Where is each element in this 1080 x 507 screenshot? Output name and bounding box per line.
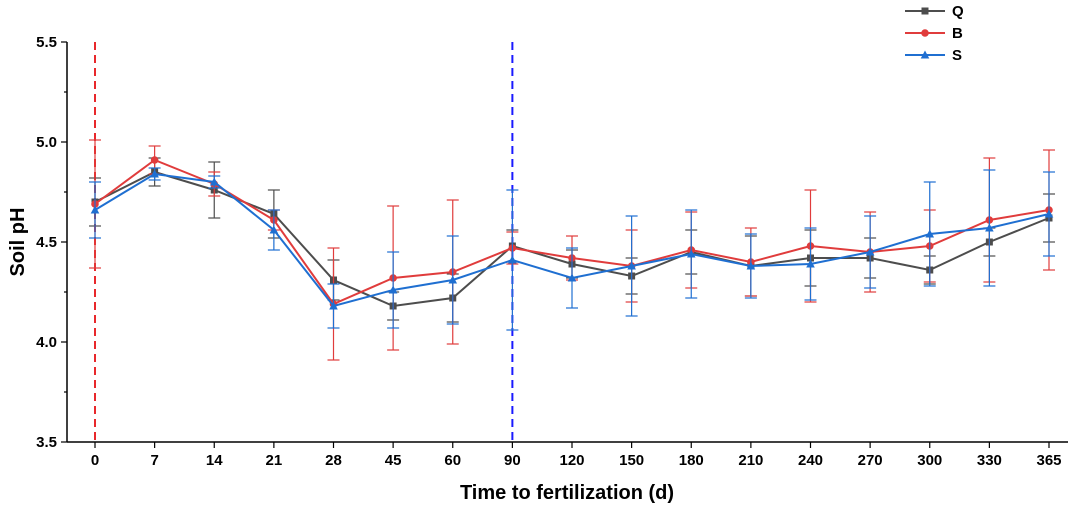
data-point-S-150 [627, 261, 636, 270]
x-tick-label-6: 60 [444, 452, 461, 469]
legend-label-B: B [952, 25, 963, 42]
y-tick-label-4: 5.5 [36, 34, 57, 51]
y-tick-label-2: 4.5 [36, 234, 57, 251]
x-tick-label-0: 0 [91, 452, 99, 469]
x-tick-label-15: 330 [977, 452, 1002, 469]
legend-item-Q: Q [905, 3, 964, 20]
series-S [89, 167, 1055, 331]
x-tick-label-16: 365 [1036, 452, 1061, 469]
data-point-S-270 [865, 247, 875, 256]
y-tick-label-0: 3.5 [36, 434, 57, 451]
data-point-S-300 [925, 229, 935, 238]
x-tick-label-9: 150 [619, 452, 644, 469]
data-point-S-28 [329, 301, 338, 310]
data-point-S-45 [388, 285, 398, 294]
legend-marker-B [921, 29, 929, 37]
legend-marker-S [920, 50, 930, 59]
legend-item-B: B [905, 25, 963, 42]
data-point-S-21 [269, 225, 279, 234]
data-point-S-240 [806, 259, 815, 268]
data-point-S-14 [209, 177, 219, 186]
x-ticks: 0 7 14 21 28 45 60 90 120 150 180 210 240 270 300 330 36… [91, 442, 1062, 469]
x-tick-label-10: 180 [679, 452, 704, 469]
legend: QBS [905, 3, 964, 64]
y-tick-label-3: 5.0 [36, 134, 57, 151]
x-tick-label-13: 270 [858, 452, 883, 469]
x-tick-label-2: 14 [206, 452, 223, 469]
x-tick-label-1: 7 [150, 452, 158, 469]
data-point-S-60 [448, 275, 458, 284]
x-tick-label-4: 28 [325, 452, 342, 469]
x-tick-label-7: 90 [504, 452, 521, 469]
legend-item-S: S [905, 47, 962, 64]
y-tick-label-1: 4.0 [36, 334, 57, 351]
y-axis-title: Soil pH [7, 208, 29, 277]
data-point-S-365 [1044, 209, 1054, 218]
x-axis-title: Time to fertilization (d) [460, 482, 674, 504]
legend-label-Q: Q [952, 3, 964, 20]
reference-lines [94, 42, 514, 442]
data-point-S-90 [508, 255, 517, 264]
x-tick-label-8: 120 [559, 452, 584, 469]
legend-label-S: S [952, 47, 962, 64]
x-tick-label-3: 21 [266, 452, 283, 469]
data-point-S-7 [150, 169, 159, 178]
x-tick-label-5: 45 [385, 452, 402, 469]
y-ticks: 3.5 4.0 4.5 5.0 5.5 [36, 34, 67, 451]
data-point-S-210 [746, 261, 756, 270]
x-tick-label-12: 240 [798, 452, 823, 469]
data-point-S-120 [567, 273, 577, 282]
x-tick-label-14: 300 [917, 452, 942, 469]
axes [66, 42, 1068, 443]
x-tick-label-11: 210 [738, 452, 763, 469]
legend-marker-Q [921, 7, 929, 15]
data-point-S-180 [686, 249, 696, 258]
data-point-S-0 [90, 205, 100, 214]
series-layer [89, 139, 1055, 361]
data-point-S-330 [985, 223, 994, 232]
data-point-B-7 [150, 156, 159, 164]
